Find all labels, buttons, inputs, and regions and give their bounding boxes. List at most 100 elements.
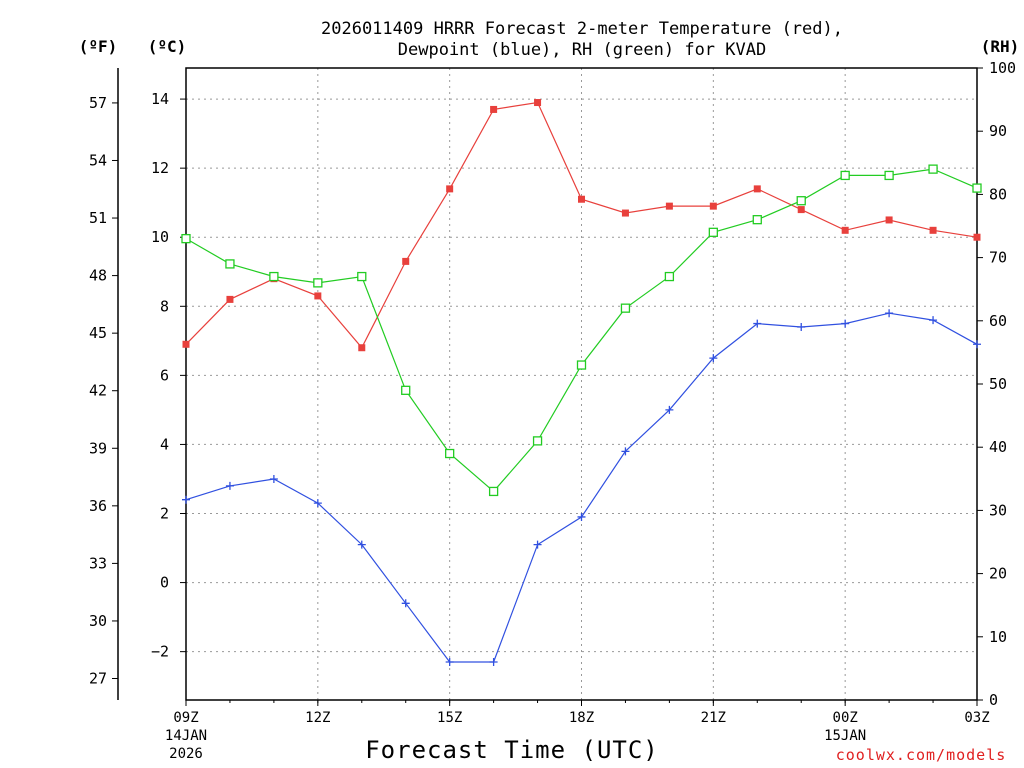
celsius-tick-label: 10	[151, 228, 169, 246]
fahrenheit-tick-label: 45	[89, 324, 107, 342]
fahrenheit-unit-label: (ºF)	[79, 37, 118, 56]
celsius-tick-label: 0	[160, 574, 169, 592]
x-tick-label: 00Z	[833, 710, 858, 726]
rh-point	[928, 164, 938, 174]
fahrenheit-tick-label: 57	[89, 94, 107, 112]
rh-point	[708, 227, 718, 237]
dewpoint-point	[225, 481, 234, 490]
series-group	[181, 99, 982, 667]
rh-point	[796, 196, 806, 206]
x-tick-label: 21Z	[701, 710, 726, 726]
credit-label: coolwx.com/models	[836, 746, 1007, 764]
dewpoint-point	[621, 447, 630, 456]
dewpoint-point	[665, 405, 674, 414]
temperature-point	[929, 226, 937, 234]
rh-point	[181, 233, 191, 244]
celsius-unit-label: (ºC)	[148, 37, 187, 56]
grid-lines	[186, 68, 977, 700]
x-tick-date-label: 14JAN	[165, 728, 207, 744]
temperature-point	[534, 99, 542, 107]
rh-point	[357, 271, 367, 282]
rh-point	[313, 278, 323, 288]
temperature-point	[490, 105, 498, 113]
fahrenheit-tick-label: 39	[89, 439, 107, 457]
dewpoint-point	[269, 474, 278, 483]
dewpoint-point	[885, 309, 894, 318]
celsius-tick-label: 2	[160, 505, 169, 523]
dewpoint-point	[182, 495, 190, 504]
temperature-point	[973, 233, 981, 241]
dewpoint-point	[445, 658, 454, 667]
dewpoint-point	[401, 599, 410, 608]
rh-point	[752, 215, 762, 225]
temperature-point	[753, 185, 761, 193]
rh-tick-label: 0	[989, 691, 998, 709]
temperature-point	[621, 209, 629, 217]
celsius-tick-label: −2	[151, 643, 169, 661]
fahrenheit-tick-label: 33	[89, 554, 107, 572]
rh-tick-label: 80	[989, 185, 1007, 203]
rh-point	[532, 436, 543, 446]
temperature-point	[709, 202, 717, 210]
rh-point	[445, 448, 455, 459]
chart-axes: −2 0 2 4 6 8 10 12 14 09Z 14JAN 2026 12Z 15Z 18Z 21Z 00Z…	[89, 59, 1016, 762]
temperature-point	[402, 257, 410, 265]
rh-point	[488, 486, 499, 497]
fahrenheit-tick-label: 30	[89, 612, 107, 630]
celsius-tick-label: 8	[160, 297, 169, 315]
temperature-point	[358, 344, 366, 352]
rh-point	[576, 360, 587, 370]
celsius-tick-label: 14	[151, 90, 169, 108]
fahrenheit-tick-label: 48	[89, 267, 107, 285]
x-tick-label: 09Z	[173, 710, 198, 726]
dewpoint-point	[709, 354, 718, 363]
rh-tick-label: 50	[989, 375, 1007, 393]
temperature-point	[885, 216, 893, 224]
fahrenheit-tick-label: 51	[89, 209, 107, 227]
dewpoint-point	[577, 512, 586, 521]
fahrenheit-tick-label: 42	[89, 382, 107, 400]
rh-unit-label: (RH)	[981, 37, 1020, 56]
temperature-point	[578, 195, 585, 203]
temperature-point	[665, 202, 673, 210]
rh-point	[269, 271, 279, 282]
dewpoint-point	[753, 319, 762, 328]
temperature-point	[226, 295, 234, 303]
rh-point	[840, 170, 850, 181]
dewpoint-point	[797, 323, 806, 332]
rh-point	[401, 385, 411, 395]
rh-series-line	[185, 168, 978, 493]
rh-tick-label: 70	[989, 249, 1007, 267]
x-tick-date-label: 15JAN	[824, 728, 866, 744]
x-tick-label: 03Z	[964, 710, 989, 726]
chart-title-line1: 2026011409 HRRR Forecast 2-meter Tempera…	[321, 19, 843, 39]
rh-point	[972, 183, 982, 193]
rh-tick-label: 100	[989, 59, 1016, 77]
fahrenheit-tick-label: 36	[89, 497, 107, 515]
celsius-tick-label: 12	[151, 159, 169, 177]
temperature-point	[446, 185, 454, 193]
plot-frame	[185, 67, 978, 701]
fahrenheit-tick-label: 54	[89, 151, 107, 169]
temperature-point	[314, 292, 322, 300]
rh-tick-label: 60	[989, 312, 1007, 330]
dewpoint-point	[313, 499, 322, 508]
x-tick-label: 12Z	[305, 710, 330, 726]
chart-title-line2: Dewpoint (blue), RH (green) for KVAD	[398, 40, 766, 60]
x-tick-label: 18Z	[569, 710, 594, 726]
dewpoint-point	[357, 540, 366, 549]
fahrenheit-tick-label: 27	[89, 670, 107, 688]
temperature-point	[182, 340, 190, 348]
x-tick-label: 15Z	[437, 710, 462, 726]
celsius-tick-label: 6	[160, 366, 169, 384]
temperature-point	[797, 206, 805, 214]
rh-point	[664, 271, 675, 282]
dewpoint-point	[489, 658, 498, 667]
rh-tick-label: 40	[989, 438, 1007, 456]
dewpoint-point	[929, 316, 938, 325]
rh-point	[620, 303, 631, 313]
x-axis-title: Forecast Time (UTC)	[365, 736, 659, 764]
celsius-tick-label: 4	[160, 435, 169, 453]
x-tick-year-label: 2026	[169, 746, 203, 762]
